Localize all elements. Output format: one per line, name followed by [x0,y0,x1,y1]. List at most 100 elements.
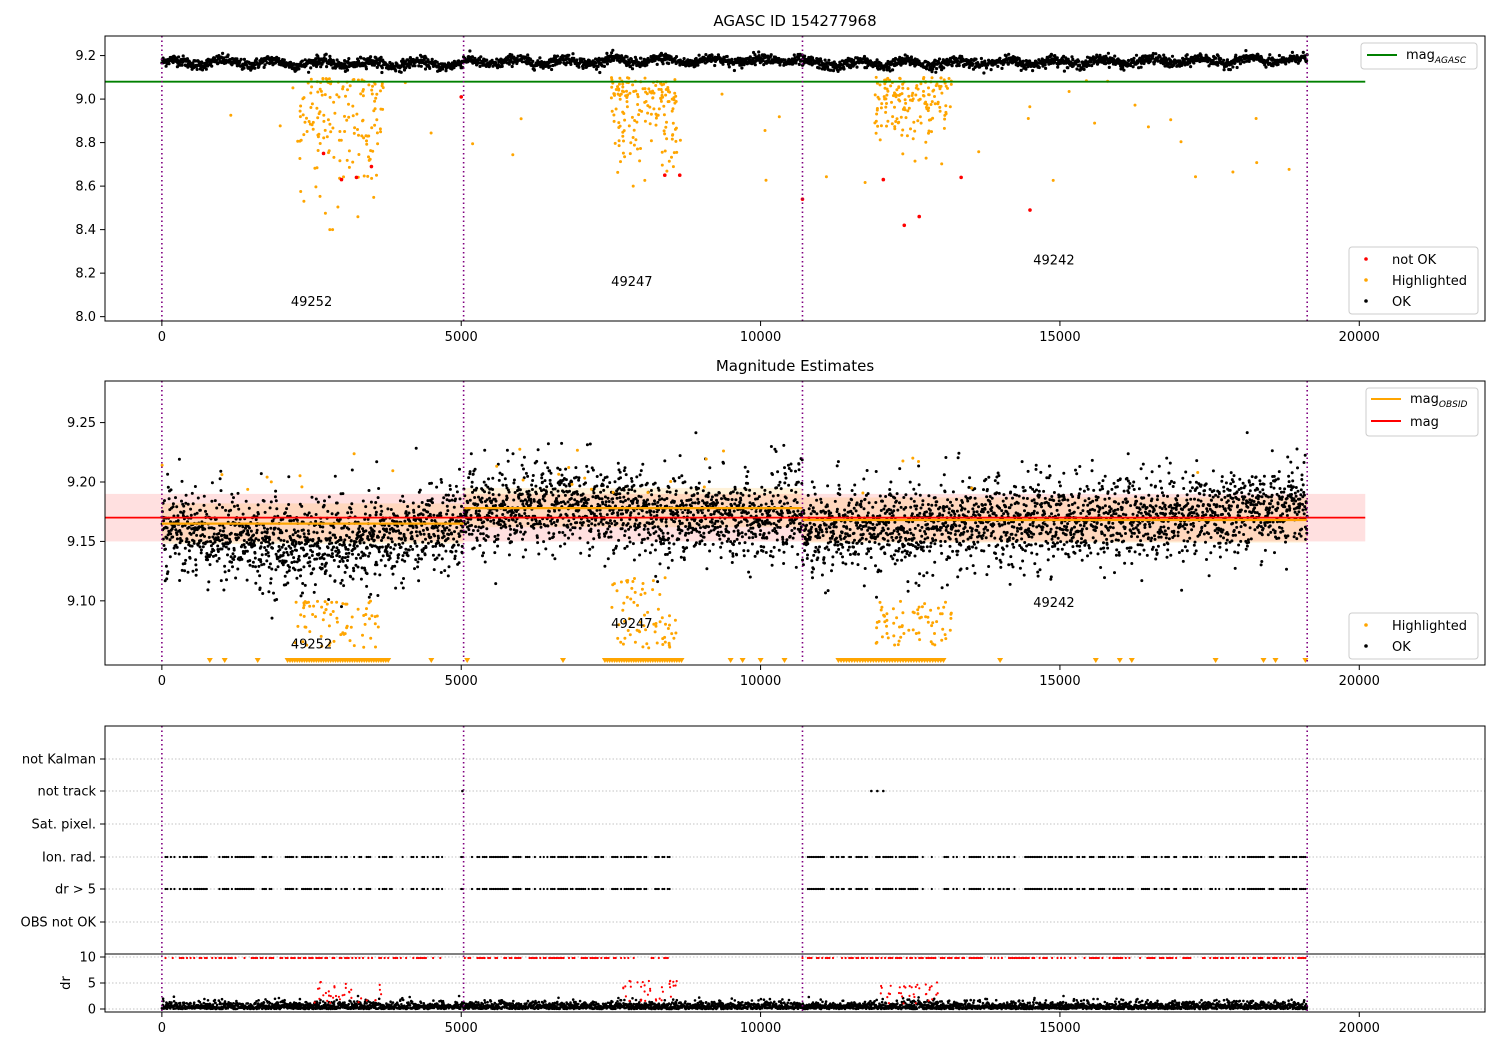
panel-1-y-ticks: 8.0 8.2 8.4 8.6 8.8 9.0 9.2 [75,49,105,325]
x-tick-label-5000: 5000 [445,1021,478,1036]
not-ok-point [902,223,907,228]
not-ok-point [369,164,374,169]
y-tick-label: 9.10 [67,594,96,609]
not-track-point [876,789,879,793]
off-scale-markers [206,658,1309,663]
dr-y-ticks: 0 5 10 [79,951,105,1018]
not-ok-point [881,177,886,182]
not-ok-point [959,175,963,180]
legend-status-panel-1: not OK Highlighted OK [1348,246,1479,315]
flags-panel: not Kalman not track Sat. pixel. Ion. rad. d… [21,725,1486,1036]
y-tick-label: 8.0 [75,310,96,325]
ok-points [160,48,1309,75]
dr-tick-label: 5 [88,977,96,992]
dr-tick-label: 0 [88,1003,96,1018]
obsid-label: 49252 [291,295,332,310]
legend-highlighted-label-2: Highlighted [1392,619,1467,634]
highlighted-points [160,447,1200,650]
obsid-label: 49247 [611,617,652,632]
legend-highlighted-marker [1364,278,1368,282]
flag-row-label: not Kalman [22,753,96,768]
flag-row-label: not track [37,785,96,800]
y-tick-label: 9.2 [75,49,96,64]
y-tick-label: 9.25 [67,416,96,431]
dr-not-ok-points [164,956,1307,1005]
x-tick-label-5000: 5000 [445,330,478,345]
x-tick-label-5000: 5000 [445,674,478,689]
dr-axis-label: dr [59,976,74,990]
legend-mag-obsid-label: magOBSID [1410,392,1468,410]
obsid-label: 49242 [1033,596,1074,611]
x-tick-label-20000: 20000 [1339,330,1380,345]
x-tick-label-0: 0 [158,1021,166,1036]
panel-2-y-ticks: 9.10 9.15 9.20 9.25 [67,416,105,609]
legend-ok-label-2: OK [1392,640,1411,655]
not-ok-point [662,173,667,178]
flag-row-label: dr > 5 [55,883,96,898]
not-ok-point [321,151,326,156]
flag-row-label: Sat. pixel. [32,818,96,833]
y-tick-label: 8.8 [75,136,96,151]
legend-mag-lines: magOBSID mag [1365,387,1479,437]
x-tick-label-15000: 15000 [1039,674,1080,689]
x-tick-label-15000: 15000 [1039,1021,1080,1036]
flag-row-labels: not Kalman not track Sat. pixel. Ion. rad. d… [21,753,105,931]
legend-ok-label: OK [1392,295,1411,310]
x-tick-label-10000: 10000 [740,1021,781,1036]
agasc-magnitude-panel: AGASC ID 154277968 49252 49247 49242 0 5000… [75,12,1486,345]
x-tick-label-10000: 10000 [740,674,781,689]
not-ok-point [354,175,359,180]
panel-2-data: 49252 49247 49242 [105,381,1366,665]
not-ok-point [917,214,922,219]
x-tick-label-0: 0 [158,330,166,345]
flag-points [164,855,1307,891]
panel-1-frame [104,35,1486,322]
panel-2-frame [104,380,1486,666]
highlighted-points [229,75,1291,232]
y-tick-label: 9.15 [67,535,96,550]
not-ok-point [1028,208,1032,212]
y-tick-label: 8.6 [75,180,96,195]
x-tick-label-20000: 20000 [1339,1021,1380,1036]
panel-2-title: Magnitude Estimates [716,357,874,375]
x-tick-label-15000: 15000 [1039,330,1080,345]
panel-1-data: 49252 49247 49242 [105,36,1366,321]
flag-row-label: Ion. rad. [42,851,96,866]
x-tick-label-10000: 10000 [740,330,781,345]
not-track-point [870,789,873,793]
flag-row-label: OBS not OK [21,916,97,931]
panel-3-x-ticks: 0 5000 10000 15000 20000 [158,1012,1380,1036]
legend-mag-agasc-label: magAGASC [1406,48,1467,66]
not-track-point [882,789,885,793]
panel-2-x-ticks: 0 5000 10000 15000 20000 [158,665,1380,689]
x-tick-label-20000: 20000 [1339,674,1380,689]
x-tick-label-0: 0 [158,674,166,689]
obsid-label: 49252 [291,637,332,652]
panel-3-data [105,726,1485,1012]
not-ok-point [459,95,464,99]
y-tick-label: 8.2 [75,267,96,282]
y-tick-label: 8.4 [75,223,96,238]
y-tick-label: 9.0 [75,93,96,108]
panel-3-frame [104,725,1486,1013]
legend-highlighted-marker-2 [1364,623,1368,627]
dr-ok-points [160,994,1309,1011]
legend-mag-label: mag [1410,415,1439,430]
obsid-label: 49247 [611,275,652,290]
magnitude-estimates-panel: Magnitude Estimates 49252 49247 49242 0 500… [67,357,1486,689]
legend-ok-marker-2 [1364,644,1368,648]
legend-mag-agasc: magAGASC [1360,42,1478,70]
legend-ok-marker [1364,299,1368,303]
panel-1-title: AGASC ID 154277968 [713,12,876,30]
obsid-label: 49242 [1033,253,1074,268]
legend-highlighted-label: Highlighted [1392,274,1467,289]
dr-tick-label: 10 [79,951,96,966]
legend-not-ok-marker [1364,257,1368,261]
panel-1-x-ticks: 0 5000 10000 15000 20000 [158,321,1380,345]
not-ok-point [677,173,682,178]
y-tick-label: 9.20 [67,476,96,491]
legend-not-ok-label: not OK [1392,253,1437,268]
not-ok-point [339,177,344,182]
legend-status-panel-2: Highlighted OK [1348,612,1479,660]
